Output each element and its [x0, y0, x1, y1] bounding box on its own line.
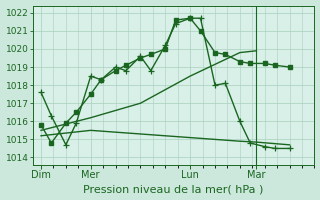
- X-axis label: Pression niveau de la mer( hPa ): Pression niveau de la mer( hPa ): [84, 184, 264, 194]
